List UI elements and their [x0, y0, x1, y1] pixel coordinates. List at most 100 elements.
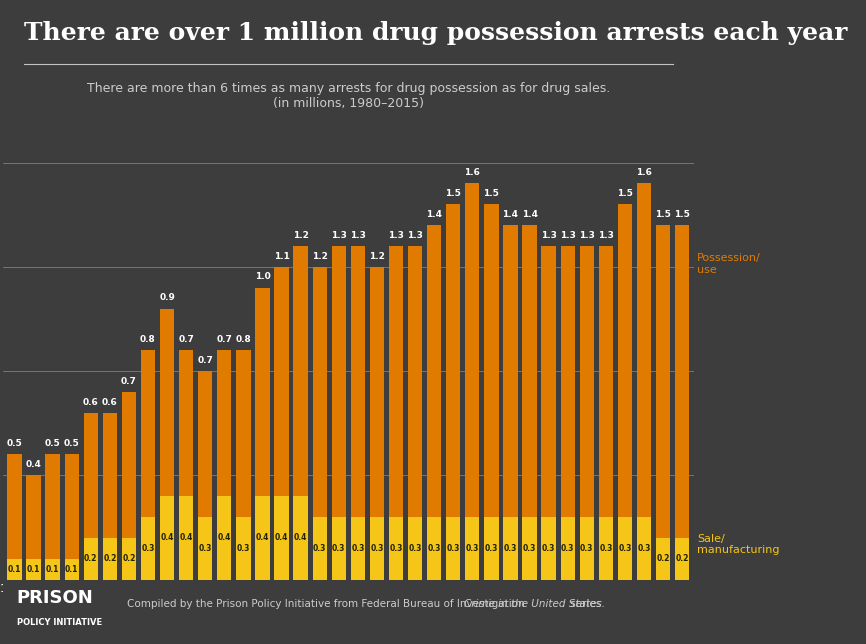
Bar [351, 517, 365, 580]
Bar [103, 413, 117, 538]
Text: 1.5: 1.5 [675, 210, 690, 219]
Bar [446, 517, 461, 580]
Text: Crime in the United States: Crime in the United States [464, 599, 602, 609]
Text: 0.1: 0.1 [8, 565, 21, 574]
Bar [26, 475, 41, 559]
Text: 0.3: 0.3 [332, 544, 346, 553]
Text: 1.5: 1.5 [617, 189, 633, 198]
Text: 1.3: 1.3 [350, 231, 365, 240]
Bar [160, 308, 174, 496]
Text: 1.3: 1.3 [540, 231, 557, 240]
Bar [522, 517, 537, 580]
Bar [160, 496, 174, 580]
Text: Compiled by the Prison Policy Initiative from Federal Bureau of Investigation: Compiled by the Prison Policy Initiative… [127, 599, 528, 609]
Bar [198, 371, 212, 517]
Bar [313, 267, 326, 517]
Bar [427, 517, 442, 580]
Text: 0.3: 0.3 [236, 544, 250, 553]
Text: 0.5: 0.5 [64, 439, 80, 448]
Bar [179, 496, 193, 580]
Bar [236, 350, 250, 517]
Text: 0.4: 0.4 [26, 460, 42, 469]
Text: 0.3: 0.3 [523, 544, 536, 553]
Bar [122, 392, 136, 538]
Text: 1.3: 1.3 [388, 231, 404, 240]
Bar [26, 559, 41, 580]
Text: 1.3: 1.3 [559, 231, 576, 240]
Bar [408, 517, 423, 580]
Text: 1.5: 1.5 [656, 210, 671, 219]
Text: 0.2: 0.2 [103, 554, 117, 564]
Bar [7, 455, 22, 559]
Text: 0.3: 0.3 [599, 544, 612, 553]
Text: 0.1: 0.1 [27, 565, 40, 574]
Bar [484, 204, 499, 517]
Bar [637, 517, 651, 580]
Text: 0.5: 0.5 [7, 439, 23, 448]
Bar [617, 204, 632, 517]
Text: series.: series. [566, 599, 604, 609]
Text: 0.3: 0.3 [409, 544, 422, 553]
Text: 1.4: 1.4 [521, 210, 538, 219]
Text: 0.4: 0.4 [275, 533, 288, 542]
Text: 1.4: 1.4 [426, 210, 443, 219]
Text: 1.3: 1.3 [598, 231, 614, 240]
Text: 0.3: 0.3 [141, 544, 155, 553]
Bar [65, 455, 79, 559]
Bar [236, 517, 250, 580]
Bar [465, 184, 480, 517]
Text: POLICY INITIATIVE: POLICY INITIATIVE [16, 618, 102, 627]
Text: 0.3: 0.3 [580, 544, 593, 553]
Bar [675, 225, 689, 538]
Text: 0.2: 0.2 [84, 554, 98, 564]
Text: 0.4: 0.4 [217, 533, 231, 542]
Text: 0.4: 0.4 [294, 533, 307, 542]
Bar [370, 517, 385, 580]
Bar [560, 246, 575, 517]
Text: 1.3: 1.3 [578, 231, 595, 240]
Text: 0.2: 0.2 [675, 554, 688, 564]
Bar [579, 246, 594, 517]
Bar [313, 517, 326, 580]
Text: 0.6: 0.6 [102, 397, 118, 406]
Bar [560, 517, 575, 580]
Bar [275, 496, 288, 580]
Text: 0.3: 0.3 [504, 544, 517, 553]
Text: 0.7: 0.7 [121, 377, 137, 386]
Text: 0.3: 0.3 [485, 544, 498, 553]
Bar [637, 184, 651, 517]
Text: 1.2: 1.2 [312, 252, 327, 261]
Text: 0.3: 0.3 [561, 544, 574, 553]
Text: 0.4: 0.4 [160, 533, 174, 542]
Text: 0.3: 0.3 [618, 544, 631, 553]
Bar [275, 267, 288, 496]
Text: 0.3: 0.3 [542, 544, 555, 553]
Text: 0.1: 0.1 [65, 565, 78, 574]
Bar [294, 496, 307, 580]
Bar [427, 225, 442, 517]
Bar [617, 517, 632, 580]
Bar [332, 246, 346, 517]
Text: 1.2: 1.2 [369, 252, 385, 261]
Bar [656, 225, 670, 538]
Text: Sale/
manufacturing: Sale/ manufacturing [697, 534, 779, 555]
Text: 0.3: 0.3 [466, 544, 479, 553]
Bar [84, 538, 98, 580]
Text: 0.3: 0.3 [390, 544, 403, 553]
Bar [198, 517, 212, 580]
Text: 0.3: 0.3 [352, 544, 365, 553]
Bar [598, 517, 613, 580]
Bar [675, 538, 689, 580]
Text: 1.0: 1.0 [255, 272, 270, 281]
Text: 1.4: 1.4 [502, 210, 519, 219]
Bar [217, 350, 231, 496]
Bar [389, 517, 404, 580]
Bar [7, 559, 22, 580]
Bar [541, 517, 556, 580]
Text: 1.6: 1.6 [464, 168, 481, 177]
Text: PRISON: PRISON [16, 589, 94, 607]
Bar [45, 455, 60, 559]
Bar [503, 517, 518, 580]
Bar [370, 267, 385, 517]
Bar [408, 246, 423, 517]
